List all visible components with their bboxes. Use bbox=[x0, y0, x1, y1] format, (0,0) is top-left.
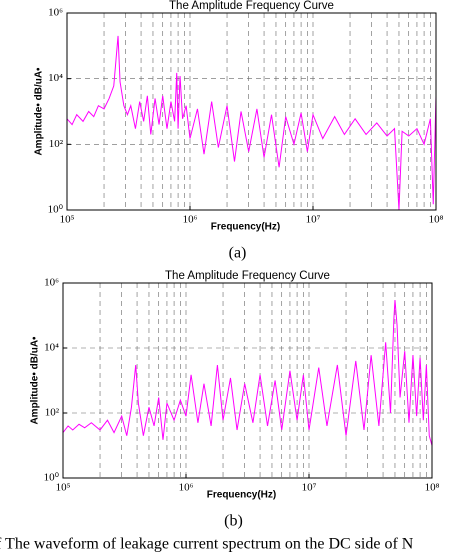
x-tick-label: 10⁵ bbox=[56, 482, 71, 494]
x-tick-label: 10⁷ bbox=[306, 214, 321, 226]
plot-area bbox=[67, 13, 436, 210]
y-tick-label: 10⁰ bbox=[44, 472, 60, 484]
chart-title: The Amplitude Frequency Curve bbox=[165, 270, 330, 282]
plot-frame bbox=[62, 282, 433, 479]
data-line bbox=[63, 299, 432, 446]
x-tick-label: 10⁷ bbox=[302, 482, 317, 494]
chart-caption: (a) bbox=[229, 245, 247, 262]
plot-area bbox=[63, 283, 432, 478]
y-axis-label: Amplitude• dB/uA• bbox=[34, 67, 45, 156]
x-tick-label: 10⁸ bbox=[429, 214, 444, 226]
data-line bbox=[67, 35, 436, 210]
y-tick-label: 10⁰ bbox=[48, 204, 64, 216]
x-axis-label: Frequency(Hz) bbox=[211, 222, 280, 233]
figure-caption: f The waveform of leakage current spectr… bbox=[0, 536, 414, 552]
y-tick-label: 10⁶ bbox=[48, 7, 63, 19]
y-tick-label: 10⁶ bbox=[44, 277, 59, 289]
x-axis-label: Frequency(Hz) bbox=[207, 490, 276, 501]
y-tick-label: 10² bbox=[45, 407, 60, 419]
x-tick-label: 10⁶ bbox=[179, 482, 194, 494]
x-tick-label: 10⁶ bbox=[183, 214, 198, 226]
y-tick-label: 10² bbox=[49, 138, 64, 150]
y-tick-label: 10⁴ bbox=[48, 72, 63, 84]
x-tick-label: 10⁸ bbox=[425, 482, 440, 494]
chart-title: The Amplitude Frequency Curve bbox=[169, 0, 334, 12]
y-axis-label: Amplitude• dB/uA• bbox=[30, 336, 41, 425]
plot-frame bbox=[66, 12, 437, 211]
y-tick-label: 10⁴ bbox=[44, 342, 59, 354]
chart-caption: (b) bbox=[224, 513, 243, 530]
x-tick-label: 10⁵ bbox=[60, 214, 75, 226]
